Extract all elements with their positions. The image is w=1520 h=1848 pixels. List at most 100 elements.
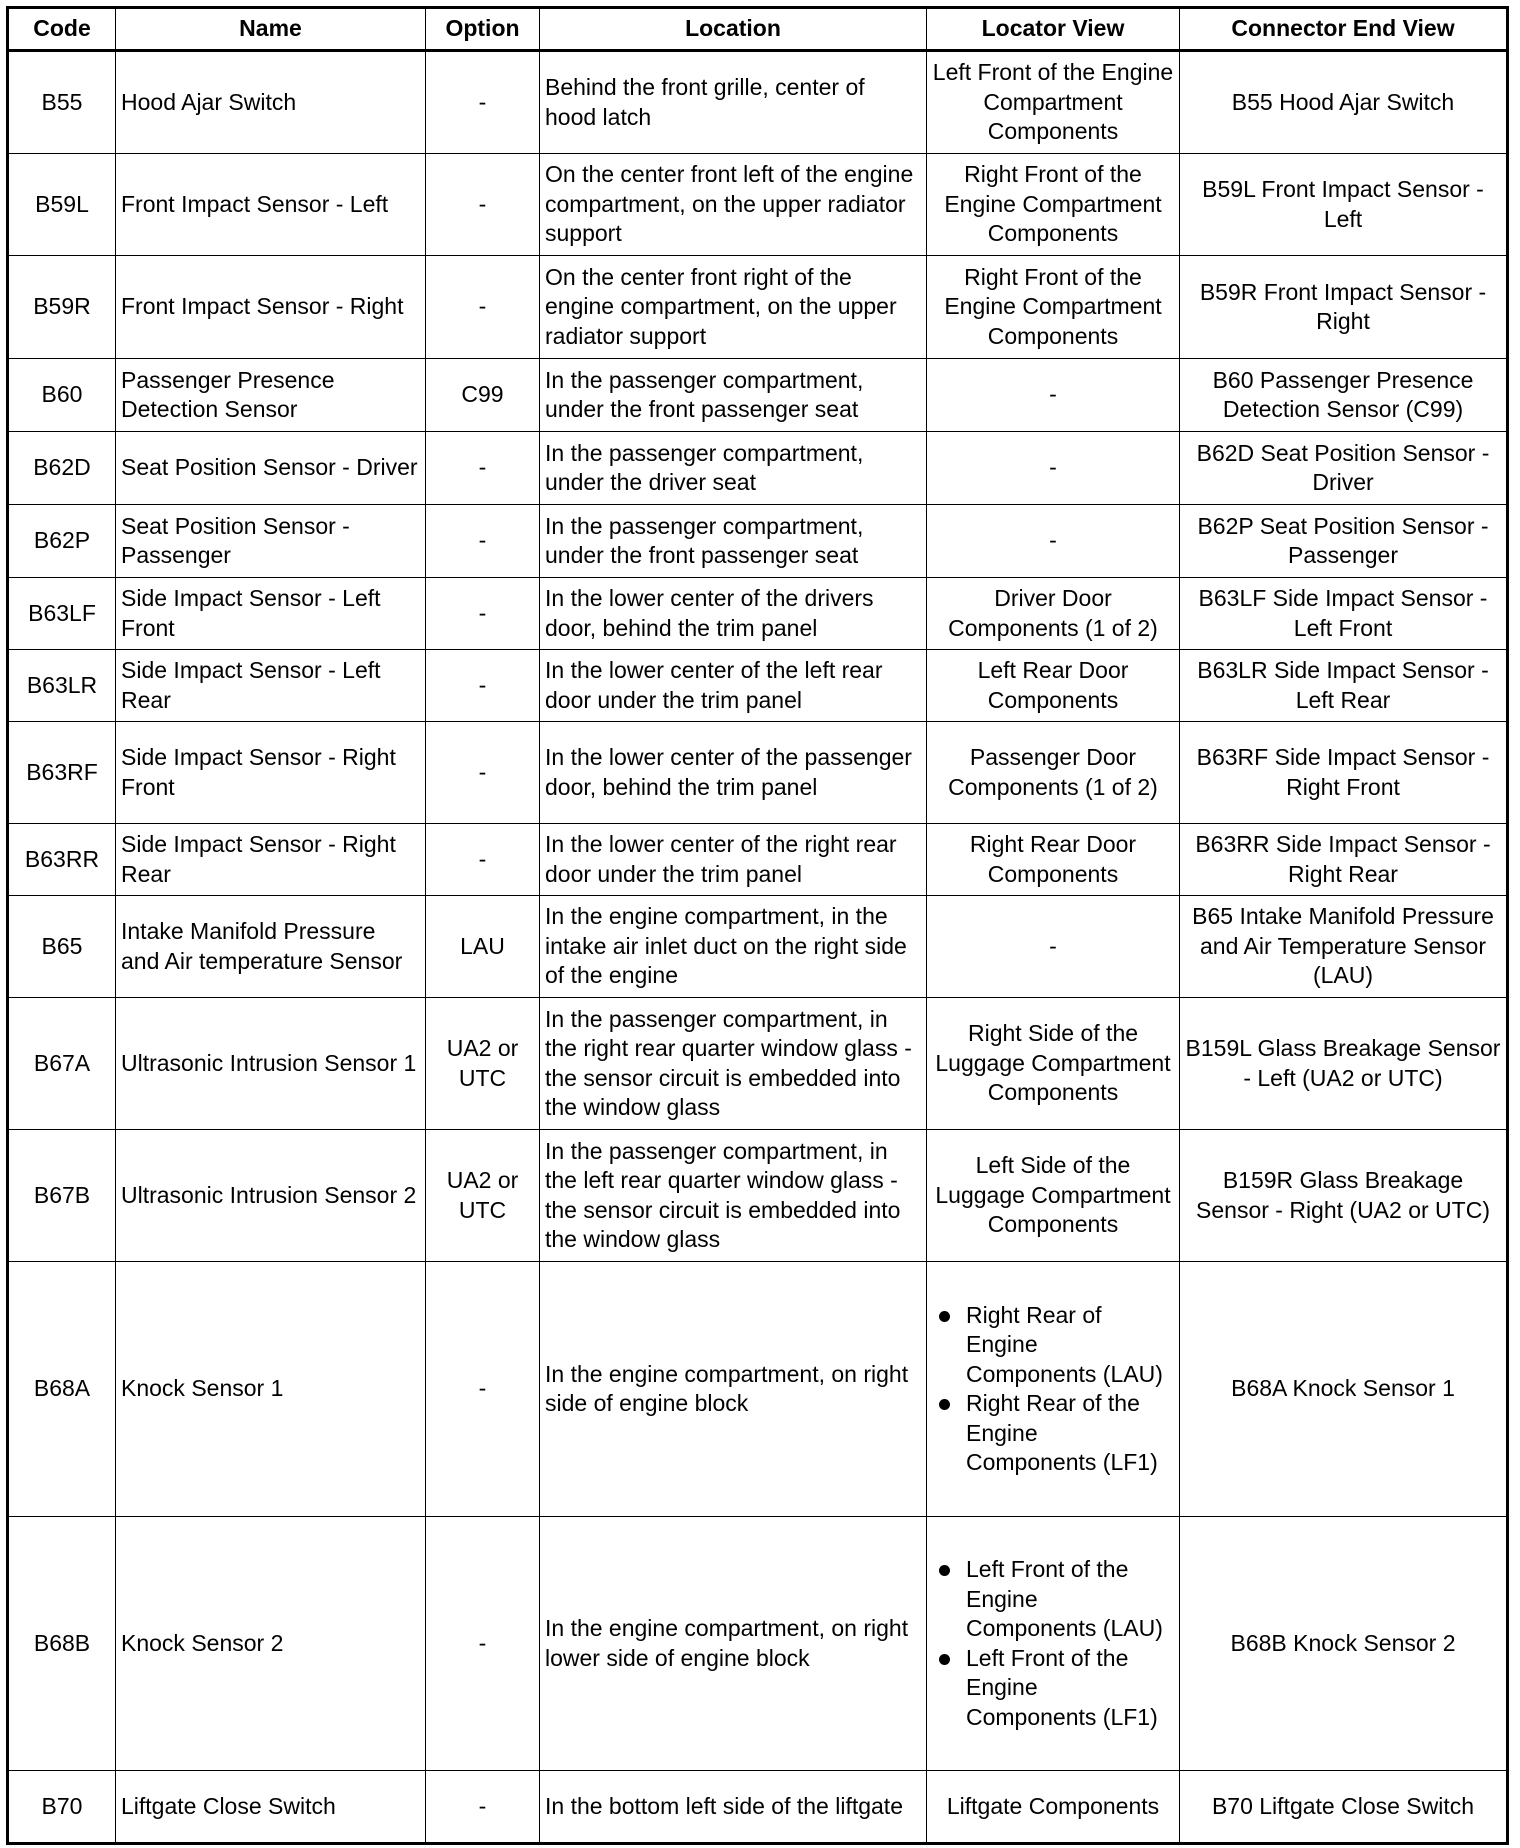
- location-cell: In the lower center of the left rear doo…: [539, 649, 927, 722]
- code-cell: B62D: [7, 431, 116, 505]
- locator-view-cell: Driver Door Components (1 of 2): [926, 577, 1180, 650]
- connector-end-view-cell: B68B Knock Sensor 2: [1179, 1516, 1508, 1771]
- code-cell: B59L: [7, 153, 116, 256]
- code-cell: B60: [7, 358, 116, 432]
- name-cell: Seat Position Sensor - Passenger: [115, 504, 426, 578]
- option-cell: -: [425, 1770, 540, 1844]
- column-header: Connector End View: [1179, 7, 1508, 52]
- column-header: Location: [539, 7, 927, 52]
- name-cell: Side Impact Sensor - Left Front: [115, 577, 426, 650]
- locator-view-cell: Left Side of the Luggage Compartment Com…: [926, 1129, 1180, 1262]
- column-header: Name: [115, 7, 426, 52]
- table-row: B59L Front Impact Sensor - Left - On the ce…: [7, 153, 1508, 256]
- locator-view-cell: Right Rear of Engine Components (LAU) Rig…: [926, 1261, 1180, 1517]
- table-row: B67A Ultrasonic Intrusion Sensor 1 UA2 or …: [7, 997, 1508, 1130]
- connector-end-view-cell: B65 Intake Manifold Pressure and Air Tem…: [1179, 895, 1508, 998]
- code-cell: B67A: [7, 997, 116, 1130]
- location-cell: In the passenger compartment, in the rig…: [539, 997, 927, 1130]
- name-cell: Side Impact Sensor - Right Rear: [115, 823, 426, 896]
- connector-end-view-cell: B55 Hood Ajar Switch: [1179, 50, 1508, 154]
- location-cell: In the passenger compartment, under the …: [539, 358, 927, 432]
- locator-view-cell: Left Front of the Engine Components (LAU…: [926, 1516, 1180, 1771]
- locator-view-item: Right Rear of the Engine Components (LF1…: [939, 1389, 1174, 1478]
- code-cell: B59R: [7, 255, 116, 359]
- header-row: Code Name Option Location Locator View Connec…: [7, 7, 1508, 52]
- table-row: B62P Seat Position Sensor - Passenger - In …: [7, 504, 1508, 578]
- locator-view-list: Left Front of the Engine Components (LAU…: [932, 1555, 1174, 1732]
- locator-view-cell: Right Front of the Engine Compartment Co…: [926, 255, 1180, 359]
- name-cell: Side Impact Sensor - Right Front: [115, 721, 426, 824]
- locator-view-item: Right Rear of Engine Components (LAU): [939, 1301, 1174, 1390]
- table-row: B63LR Side Impact Sensor - Left Rear - In t…: [7, 649, 1508, 722]
- table-row: B63RF Side Impact Sensor - Right Front - In…: [7, 721, 1508, 824]
- location-cell: On the center front right of the engine …: [539, 255, 927, 359]
- locator-view-item: Left Front of the Engine Components (LAU…: [939, 1555, 1174, 1644]
- location-cell: In the passenger compartment, in the lef…: [539, 1129, 927, 1262]
- name-cell: Ultrasonic Intrusion Sensor 1: [115, 997, 426, 1130]
- table-row: B68A Knock Sensor 1- In the engine compart…: [7, 1261, 1508, 1517]
- locator-view-cell: Right Front of the Engine Compartment Co…: [926, 153, 1180, 256]
- connector-end-view-cell: B70 Liftgate Close Switch: [1179, 1770, 1508, 1844]
- connector-end-view-cell: B159L Glass Breakage Sensor - Left (UA2 …: [1179, 997, 1508, 1130]
- table-row: B65 Intake Manifold Pressure and Air temp…: [7, 895, 1508, 998]
- locator-view-cell: -: [926, 895, 1180, 998]
- name-cell: Knock Sensor 1: [115, 1261, 426, 1517]
- option-cell: -: [425, 255, 540, 359]
- location-cell: In the engine compartment, on right side…: [539, 1261, 927, 1517]
- code-cell: B63RR: [7, 823, 116, 896]
- option-cell: -: [425, 1516, 540, 1771]
- option-cell: -: [425, 504, 540, 578]
- connector-end-view-cell: B63RR Side Impact Sensor - Right Rear: [1179, 823, 1508, 896]
- name-cell: Passenger Presence Detection Sensor: [115, 358, 426, 432]
- code-cell: B63RF: [7, 721, 116, 824]
- location-cell: In the lower center of the passenger doo…: [539, 721, 927, 824]
- name-cell: Liftgate Close Switch: [115, 1770, 426, 1844]
- name-cell: Side Impact Sensor - Left Rear: [115, 649, 426, 722]
- option-cell: -: [425, 649, 540, 722]
- name-cell: Front Impact Sensor - Right: [115, 255, 426, 359]
- option-cell: -: [425, 431, 540, 505]
- location-cell: In the engine compartment, in the intake…: [539, 895, 927, 998]
- column-header: Option: [425, 7, 540, 52]
- column-header: Code: [7, 7, 116, 52]
- location-cell: In the bottom left side of the liftgate: [539, 1770, 927, 1844]
- table-row: B63RR Side Impact Sensor - Right Rear - In …: [7, 823, 1508, 896]
- table-row: B59R Front Impact Sensor - Right - On the c…: [7, 255, 1508, 359]
- locator-view-cell: Left Rear Door Components: [926, 649, 1180, 722]
- locator-view-cell: Passenger Door Components (1 of 2): [926, 721, 1180, 824]
- location-cell: In the lower center of the right rear do…: [539, 823, 927, 896]
- connector-end-view-cell: B60 Passenger Presence Detection Sensor …: [1179, 358, 1508, 432]
- location-cell: In the passenger compartment, under the …: [539, 431, 927, 505]
- component-locator-table: Code Name Option Location Locator View Connec…: [6, 6, 1509, 1845]
- option-cell: UA2 or UTC: [425, 1129, 540, 1262]
- locator-view-cell: -: [926, 504, 1180, 578]
- connector-end-view-cell: B62D Seat Position Sensor - Driver: [1179, 431, 1508, 505]
- option-cell: UA2 or UTC: [425, 997, 540, 1130]
- connector-end-view-cell: B68A Knock Sensor 1: [1179, 1261, 1508, 1517]
- option-cell: -: [425, 721, 540, 824]
- table-row: B70 Liftgate Close Switch - In the bottom l…: [7, 1770, 1508, 1844]
- locator-view-cell: Liftgate Components: [926, 1770, 1180, 1844]
- connector-end-view-cell: B63LF Side Impact Sensor - Left Front: [1179, 577, 1508, 650]
- option-cell: -: [425, 823, 540, 896]
- name-cell: Seat Position Sensor - Driver: [115, 431, 426, 505]
- name-cell: Front Impact Sensor - Left: [115, 153, 426, 256]
- code-cell: B68B: [7, 1516, 116, 1771]
- code-cell: B55: [7, 50, 116, 154]
- connector-end-view-cell: B63RF Side Impact Sensor - Right Front: [1179, 721, 1508, 824]
- connector-end-view-cell: B159R Glass Breakage Sensor - Right (UA2…: [1179, 1129, 1508, 1262]
- column-header: Locator View: [926, 7, 1180, 52]
- table-row: B60 Passenger Presence Detection Sensor C9…: [7, 358, 1508, 432]
- locator-view-cell: -: [926, 358, 1180, 432]
- table-row: B55 Hood Ajar Switch - Behind the front gri…: [7, 50, 1508, 154]
- code-cell: B62P: [7, 504, 116, 578]
- option-cell: -: [425, 1261, 540, 1517]
- connector-end-view-cell: B59R Front Impact Sensor - Right: [1179, 255, 1508, 359]
- locator-view-list: Right Rear of Engine Components (LAU) Rig…: [932, 1301, 1174, 1478]
- table-row: B62D Seat Position Sensor - Driver - In the…: [7, 431, 1508, 505]
- option-cell: -: [425, 50, 540, 154]
- code-cell: B70: [7, 1770, 116, 1844]
- name-cell: Hood Ajar Switch: [115, 50, 426, 154]
- locator-view-cell: Right Rear Door Components: [926, 823, 1180, 896]
- table-row: B67B Ultrasonic Intrusion Sensor 2 UA2 or …: [7, 1129, 1508, 1262]
